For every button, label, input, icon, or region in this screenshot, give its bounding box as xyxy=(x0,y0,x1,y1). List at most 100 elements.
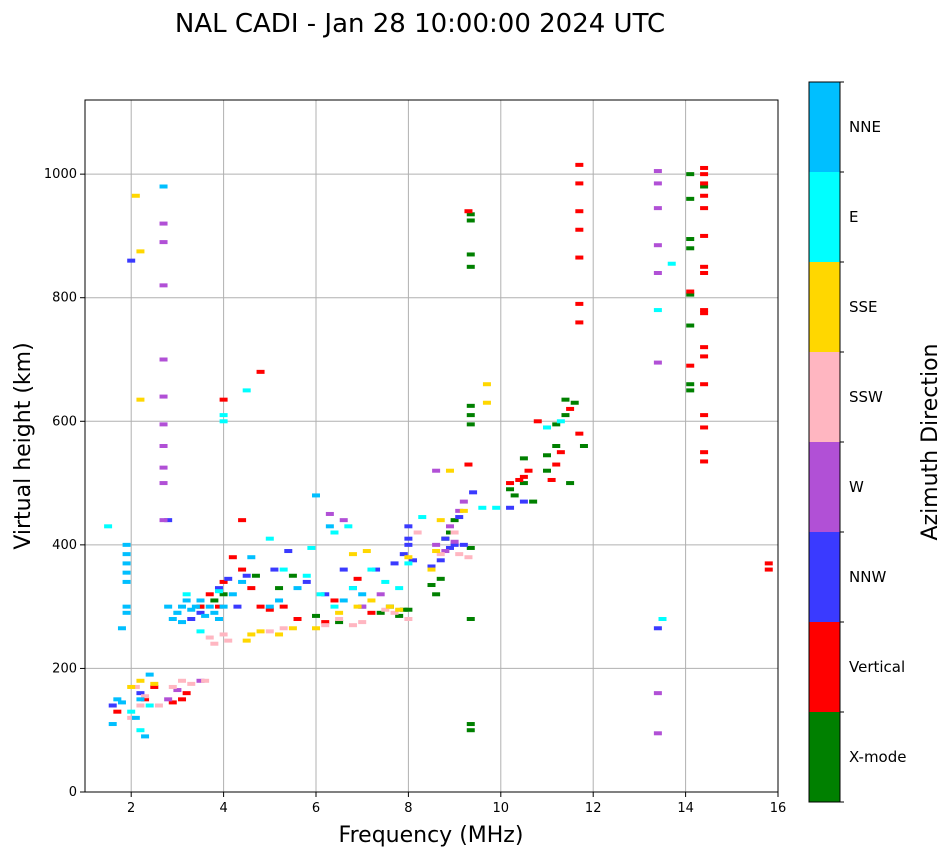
data-point xyxy=(381,579,390,584)
data-point xyxy=(376,592,385,597)
data-point xyxy=(173,688,182,693)
data-point xyxy=(441,549,450,554)
data-point xyxy=(686,246,695,251)
data-point xyxy=(242,573,251,578)
data-point xyxy=(686,237,695,242)
data-point xyxy=(228,555,237,560)
x-tick-label: 10 xyxy=(493,801,510,816)
data-point xyxy=(395,607,404,612)
data-point xyxy=(164,697,173,702)
series-x-mode xyxy=(196,172,709,733)
data-point xyxy=(136,397,145,402)
data-point xyxy=(256,369,265,374)
data-point xyxy=(686,172,695,177)
data-point xyxy=(302,579,311,584)
data-point xyxy=(667,261,676,266)
data-point xyxy=(432,549,441,554)
data-point xyxy=(141,734,150,739)
data-point xyxy=(700,271,709,275)
data-point xyxy=(279,626,288,631)
data-point xyxy=(131,715,140,720)
data-point xyxy=(247,555,256,560)
data-point xyxy=(348,623,357,628)
x-axis-label: Frequency (MHz) xyxy=(339,823,524,848)
data-point xyxy=(543,453,551,458)
data-point xyxy=(187,617,196,621)
data-point xyxy=(450,518,459,523)
data-point xyxy=(556,450,565,455)
data-point xyxy=(122,610,131,615)
data-point xyxy=(159,184,168,189)
data-point xyxy=(700,354,709,359)
data-point xyxy=(122,542,131,547)
data-point xyxy=(127,684,136,689)
data-point xyxy=(214,604,223,609)
data-point xyxy=(275,586,284,591)
data-point xyxy=(399,607,408,612)
data-point xyxy=(159,465,168,470)
data-point xyxy=(159,394,168,399)
data-point xyxy=(275,598,284,603)
data-point xyxy=(159,518,168,523)
data-point xyxy=(154,703,163,708)
data-point xyxy=(330,598,339,603)
data-point xyxy=(404,617,413,621)
data-point xyxy=(214,617,223,621)
data-point xyxy=(575,431,584,436)
colorbar: X-mode Vertical NNW W SSW SSE E NNE xyxy=(808,81,906,803)
data-point xyxy=(210,610,219,615)
data-point xyxy=(556,419,565,424)
data-point xyxy=(228,592,237,597)
data-point xyxy=(312,613,320,618)
data-point xyxy=(122,552,131,557)
data-point xyxy=(312,493,320,498)
data-point xyxy=(515,477,524,482)
data-point xyxy=(159,357,168,362)
data-point xyxy=(575,320,584,325)
data-point xyxy=(302,573,311,578)
data-point xyxy=(469,490,478,495)
data-point xyxy=(466,264,475,269)
data-point xyxy=(136,678,145,683)
x-tick-label: 4 xyxy=(219,801,227,816)
data-point xyxy=(506,487,515,492)
data-point xyxy=(700,184,709,189)
data-point xyxy=(117,626,126,631)
data-point xyxy=(427,583,436,588)
data-point xyxy=(404,524,413,529)
data-point xyxy=(316,592,325,597)
data-point xyxy=(700,345,709,350)
data-point xyxy=(519,481,528,486)
data-point xyxy=(399,552,408,557)
data-point xyxy=(196,629,205,634)
data-point xyxy=(367,567,376,572)
data-point xyxy=(686,196,695,201)
data-point xyxy=(547,477,556,482)
colorbar-label: Azimuth Direction xyxy=(918,343,943,540)
data-point xyxy=(182,592,191,597)
colorbar-label-vertical: Vertical xyxy=(849,658,905,676)
data-point xyxy=(335,617,344,621)
y-axis-label: Virtual height (km) xyxy=(11,342,36,549)
data-point xyxy=(122,579,131,584)
data-point xyxy=(404,555,413,560)
data-point xyxy=(700,413,709,418)
x-tick-label: 14 xyxy=(677,801,694,816)
data-point xyxy=(700,206,709,211)
data-point xyxy=(510,493,519,498)
data-point xyxy=(700,382,709,387)
data-point xyxy=(131,193,140,198)
data-point xyxy=(482,400,491,405)
data-point xyxy=(122,604,131,609)
colorbar-segment xyxy=(809,622,840,712)
data-point xyxy=(445,468,454,473)
data-point xyxy=(265,536,274,541)
data-point xyxy=(653,731,662,736)
data-point xyxy=(524,468,533,473)
data-point xyxy=(432,542,441,547)
series-w xyxy=(159,169,662,736)
colorbar-label-w: W xyxy=(849,478,864,496)
data-point xyxy=(219,579,228,584)
data-point xyxy=(519,499,528,504)
data-point xyxy=(575,162,584,167)
